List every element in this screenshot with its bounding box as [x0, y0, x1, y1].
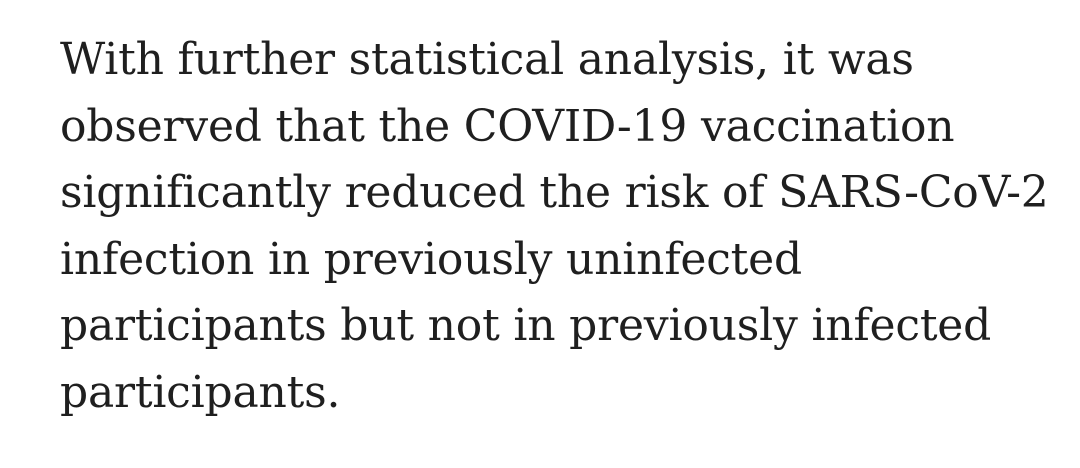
paragraph-line-6: participants. — [60, 366, 341, 418]
paragraph-line-1: With further statistical analysis, it wa… — [60, 34, 914, 85]
paragraph-line-3: significantly reduced the risk of SARS-C… — [60, 167, 1049, 218]
article-body: With further statistical analysis, it wa… — [60, 27, 1070, 426]
paragraph-line-2: observed that the COVID-19 vaccination — [60, 100, 955, 152]
paragraph: With further statistical analysis, it wa… — [60, 27, 1070, 426]
paragraph-line-4: infection in previously uninfected — [60, 233, 802, 285]
paragraph-line-5: participants but not in previously infec… — [60, 300, 992, 351]
